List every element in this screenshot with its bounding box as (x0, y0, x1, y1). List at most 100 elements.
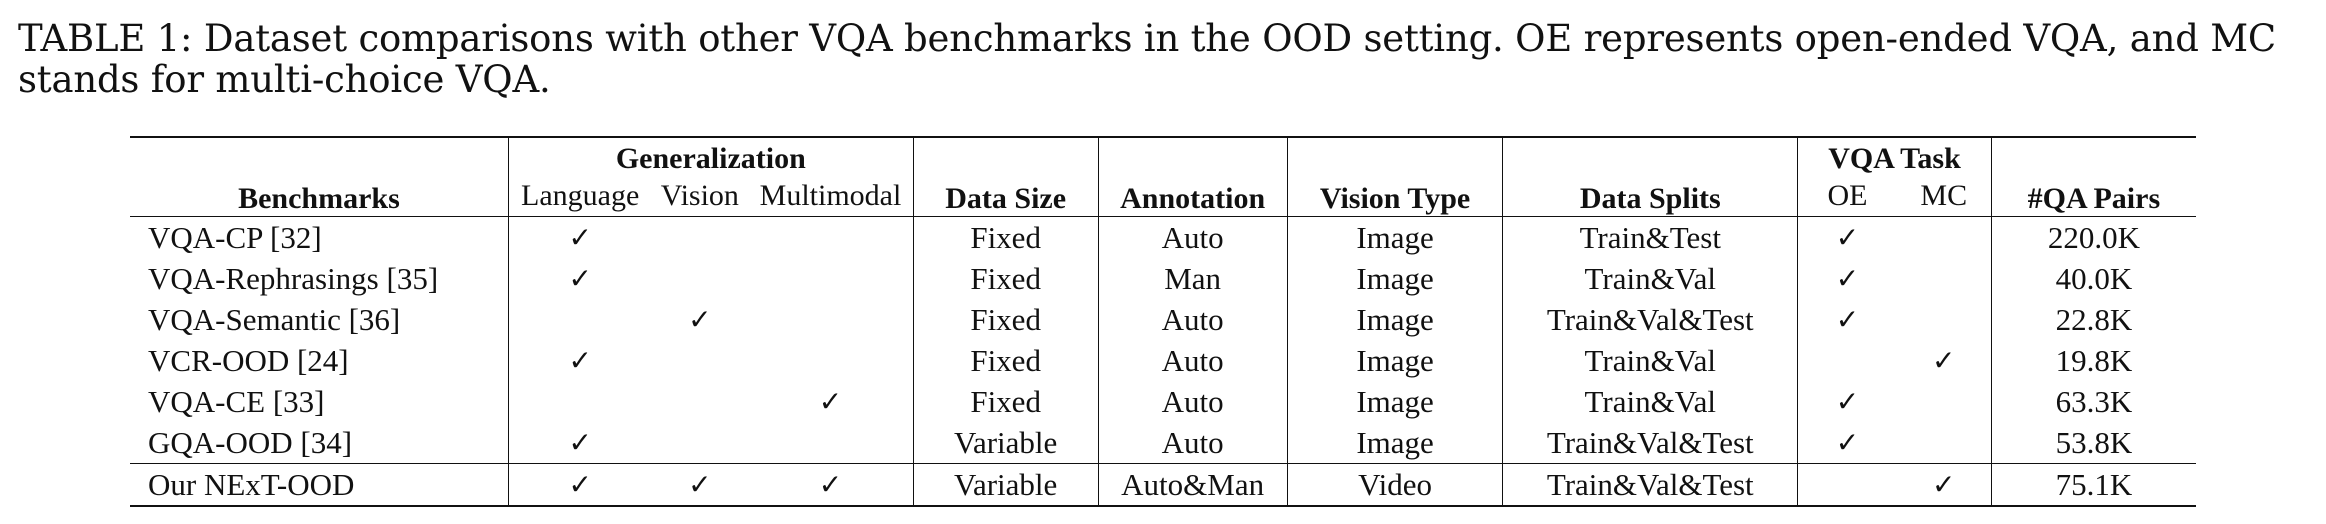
mc-check: ✓ (1896, 463, 1992, 507)
qa-pairs-cell: 53.8K (1990, 422, 2196, 464)
data-size-cell: Variable (912, 463, 1099, 507)
oe-check (1797, 340, 1897, 381)
comparison-table: Benchmarks Generalization Data Size Anno… (130, 136, 2196, 507)
table-body: VQA-CP [32] ✓ Fixed Auto Image Train&Tes… (130, 216, 2196, 507)
oe-check: ✓ (1797, 258, 1897, 299)
mc-check (1897, 422, 1992, 464)
data-splits-cell: Train&Val&Test (1502, 422, 1798, 464)
oe-check (1797, 463, 1897, 507)
annotation-cell: Auto (1097, 340, 1288, 381)
header-language: Language (507, 176, 652, 217)
vision-type-cell: Image (1286, 258, 1503, 299)
data-size-cell: Fixed (912, 381, 1099, 422)
vision-type-cell: Image (1286, 216, 1503, 258)
qa-pairs-cell: 40.0K (1990, 258, 2196, 299)
vision-type-cell: Image (1286, 422, 1503, 464)
data-size-cell: Fixed (912, 258, 1099, 299)
mc-check: ✓ (1932, 344, 1956, 377)
benchmark-name: VQA-CE [33] (148, 384, 325, 419)
vision-type-cell: Image (1286, 340, 1503, 381)
language-check (507, 381, 652, 422)
vision-check (651, 340, 748, 381)
header-qa-pairs: #QA Pairs (1990, 136, 2196, 217)
multimodal-check (748, 258, 913, 299)
oe-check: ✓ (1797, 381, 1897, 422)
data-splits-cell: Train&Val&Test (1502, 299, 1798, 340)
comparison-table-wrap: Benchmarks Generalization Data Size Anno… (130, 136, 2196, 507)
data-splits-cell: Train&Val&Test (1502, 463, 1798, 507)
header-mc: MC (1896, 176, 1992, 217)
language-check: ✓ (507, 258, 652, 299)
language-check: ✓ (507, 216, 652, 258)
mc-check (1897, 217, 1992, 259)
table-row-ours: Our NExT-OOD ✓ ✓ ✓ Variable Auto&Man Vid… (130, 463, 2196, 507)
multimodal-check (748, 299, 913, 340)
annotation-cell: Auto&Man (1097, 463, 1288, 507)
benchmark-name: GQA-OOD [34] (148, 425, 353, 460)
table-caption: TABLE 1: Dataset comparisons with other … (18, 17, 2277, 101)
benchmark-name: VQA-CP [32] (148, 220, 322, 255)
data-size-cell: Fixed (912, 216, 1099, 258)
data-size-cell: Fixed (912, 340, 1099, 381)
annotation-cell: Auto (1097, 216, 1288, 258)
qa-pairs-cell: 75.1K (1990, 463, 2196, 507)
data-splits-cell: Train&Test (1502, 216, 1798, 258)
benchmark-name: Our NExT-OOD (130, 463, 509, 507)
mc-check (1897, 381, 1992, 422)
oe-check: ✓ (1797, 216, 1897, 258)
table-row: VCR-OOD [24] ✓ Fixed Auto Image Train&Va… (130, 340, 2196, 381)
oe-check: ✓ (1797, 422, 1897, 464)
vision-check: ✓ (688, 303, 712, 336)
vision-type-cell: Video (1286, 463, 1503, 507)
data-size-cell: Variable (912, 422, 1099, 464)
table-row: VQA-Semantic [36] ✓ Fixed Auto Image Tra… (130, 299, 2196, 340)
multimodal-check: ✓ (748, 463, 914, 507)
vision-check (651, 217, 748, 259)
annotation-cell: Auto (1097, 381, 1288, 422)
header-annotation: Annotation (1097, 136, 1288, 217)
data-splits-cell: Train&Val (1502, 258, 1798, 299)
multimodal-check: ✓ (818, 385, 843, 418)
table-row: VQA-Rephrasings [35] ✓ Fixed Man Image T… (130, 258, 2196, 299)
language-check: ✓ (507, 422, 652, 464)
language-check: ✓ (507, 463, 652, 507)
mc-check (1897, 299, 1992, 340)
oe-check: ✓ (1797, 299, 1897, 340)
vision-type-cell: Image (1286, 299, 1503, 340)
header-generalization: Generalization (507, 136, 914, 176)
vision-check: ✓ (651, 463, 749, 507)
benchmark-name: VCR-OOD [24] (148, 343, 349, 378)
multimodal-check (748, 217, 913, 259)
header-vision-type: Vision Type (1286, 136, 1503, 217)
vision-check (651, 258, 748, 299)
table-row: GQA-OOD [34] ✓ Variable Auto Image Train… (130, 422, 2196, 464)
vision-check (651, 422, 748, 464)
qa-pairs-cell: 63.3K (1990, 381, 2196, 422)
vision-check (651, 381, 748, 422)
header-vqa-task: VQA Task (1797, 136, 1992, 176)
vision-type-cell: Image (1286, 381, 1503, 422)
header-data-splits: Data Splits (1502, 136, 1798, 217)
mc-check (1897, 258, 1992, 299)
benchmark-name: VQA-Semantic [36] (148, 302, 401, 337)
header-benchmarks: Benchmarks (130, 136, 509, 217)
multimodal-check (748, 422, 913, 464)
annotation-cell: Auto (1097, 299, 1288, 340)
benchmark-name: VQA-Rephrasings [35] (148, 261, 439, 296)
data-splits-cell: Train&Val (1502, 340, 1798, 381)
data-size-cell: Fixed (912, 299, 1099, 340)
header-oe: OE (1797, 176, 1897, 217)
qa-pairs-cell: 220.0K (1990, 216, 2196, 258)
qa-pairs-cell: 22.8K (1990, 299, 2196, 340)
language-check (507, 299, 652, 340)
language-check: ✓ (507, 340, 652, 381)
header-vision: Vision (651, 176, 749, 217)
annotation-cell: Man (1097, 258, 1288, 299)
table-row: VQA-CE [33] ✓ Fixed Auto Image Train&Val… (130, 381, 2196, 422)
annotation-cell: Auto (1097, 422, 1288, 464)
table-row: VQA-CP [32] ✓ Fixed Auto Image Train&Tes… (130, 216, 2196, 259)
multimodal-check (748, 340, 913, 381)
qa-pairs-cell: 19.8K (1990, 340, 2196, 381)
data-splits-cell: Train&Val (1502, 381, 1798, 422)
header-data-size: Data Size (912, 136, 1099, 217)
